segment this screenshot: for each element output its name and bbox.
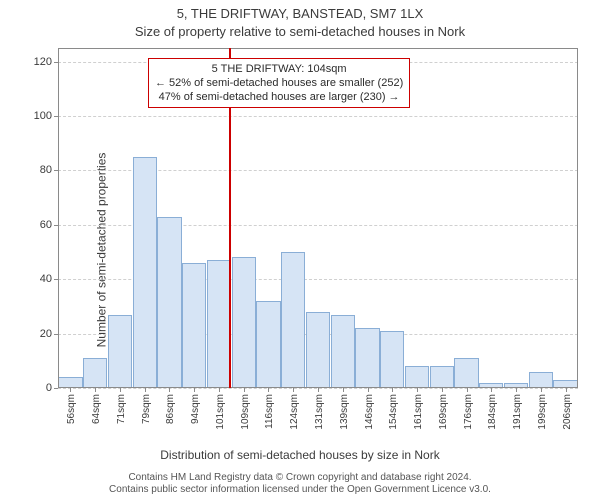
xtick-label: 64sqm — [91, 394, 102, 424]
xtick-mark — [392, 388, 393, 392]
xtick-label: 184sqm — [487, 394, 498, 430]
plot-area: 5 THE DRIFTWAY: 104sqm ← 52% of semi-det… — [58, 48, 578, 388]
xtick-label: 71sqm — [116, 394, 127, 424]
chart-container: 5, THE DRIFTWAY, BANSTEAD, SM7 1LX Size … — [0, 0, 600, 500]
xtick-mark — [541, 388, 542, 392]
footer-attribution: Contains HM Land Registry data © Crown c… — [0, 472, 600, 496]
xtick-mark — [566, 388, 567, 392]
xtick-mark — [268, 388, 269, 392]
ytick-mark — [54, 388, 58, 389]
xtick-label: 56sqm — [66, 394, 77, 424]
xtick-mark — [145, 388, 146, 392]
xtick-label: 94sqm — [190, 394, 201, 424]
xtick-mark — [70, 388, 71, 392]
ytick-label: 20 — [40, 328, 52, 340]
xtick-label: 161sqm — [413, 394, 424, 430]
annotation-box: 5 THE DRIFTWAY: 104sqm ← 52% of semi-det… — [148, 58, 410, 108]
xtick-mark — [95, 388, 96, 392]
xtick-mark — [219, 388, 220, 392]
ytick-label: 100 — [34, 110, 52, 122]
footer-line2: Contains public sector information licen… — [0, 484, 600, 496]
xtick-label: 146sqm — [364, 394, 375, 430]
xtick-label: 109sqm — [240, 394, 251, 430]
xtick-mark — [318, 388, 319, 392]
xtick-label: 176sqm — [463, 394, 474, 430]
xtick-label: 206sqm — [562, 394, 573, 430]
xtick-label: 79sqm — [141, 394, 152, 424]
xtick-label: 154sqm — [388, 394, 399, 430]
xtick-mark — [368, 388, 369, 392]
xtick-mark — [194, 388, 195, 392]
ytick-label: 60 — [40, 219, 52, 231]
xtick-label: 169sqm — [438, 394, 449, 430]
x-axis-label: Distribution of semi-detached houses by … — [0, 448, 600, 462]
xtick-mark — [467, 388, 468, 392]
xtick-label: 124sqm — [289, 394, 300, 430]
ytick-label: 0 — [46, 382, 52, 394]
chart-title-line2: Size of property relative to semi-detach… — [0, 24, 600, 39]
ytick-mark — [54, 225, 58, 226]
xtick-mark — [244, 388, 245, 392]
xtick-mark — [343, 388, 344, 392]
ytick-label: 120 — [34, 56, 52, 68]
xtick-label: 131sqm — [314, 394, 325, 430]
xtick-mark — [417, 388, 418, 392]
xtick-mark — [442, 388, 443, 392]
footer-line1: Contains HM Land Registry data © Crown c… — [0, 472, 600, 484]
ytick-mark — [54, 334, 58, 335]
annotation-line1: 5 THE DRIFTWAY: 104sqm — [155, 62, 403, 76]
ytick-label: 80 — [40, 164, 52, 176]
xtick-label: 191sqm — [512, 394, 523, 430]
chart-title-line1: 5, THE DRIFTWAY, BANSTEAD, SM7 1LX — [0, 6, 600, 21]
xtick-label: 101sqm — [215, 394, 226, 430]
annotation-line2: ← 52% of semi-detached houses are smalle… — [155, 76, 403, 90]
xtick-mark — [120, 388, 121, 392]
xtick-label: 116sqm — [264, 394, 275, 429]
ytick-mark — [54, 170, 58, 171]
ytick-mark — [54, 116, 58, 117]
annotation-line3: 47% of semi-detached houses are larger (… — [155, 90, 403, 104]
ytick-mark — [54, 62, 58, 63]
xtick-mark — [491, 388, 492, 392]
ytick-mark — [54, 279, 58, 280]
xtick-mark — [169, 388, 170, 392]
xtick-mark — [293, 388, 294, 392]
ytick-label: 40 — [40, 273, 52, 285]
xtick-label: 86sqm — [165, 394, 176, 424]
xtick-label: 139sqm — [339, 394, 350, 430]
xtick-mark — [516, 388, 517, 392]
xtick-label: 199sqm — [537, 394, 548, 430]
